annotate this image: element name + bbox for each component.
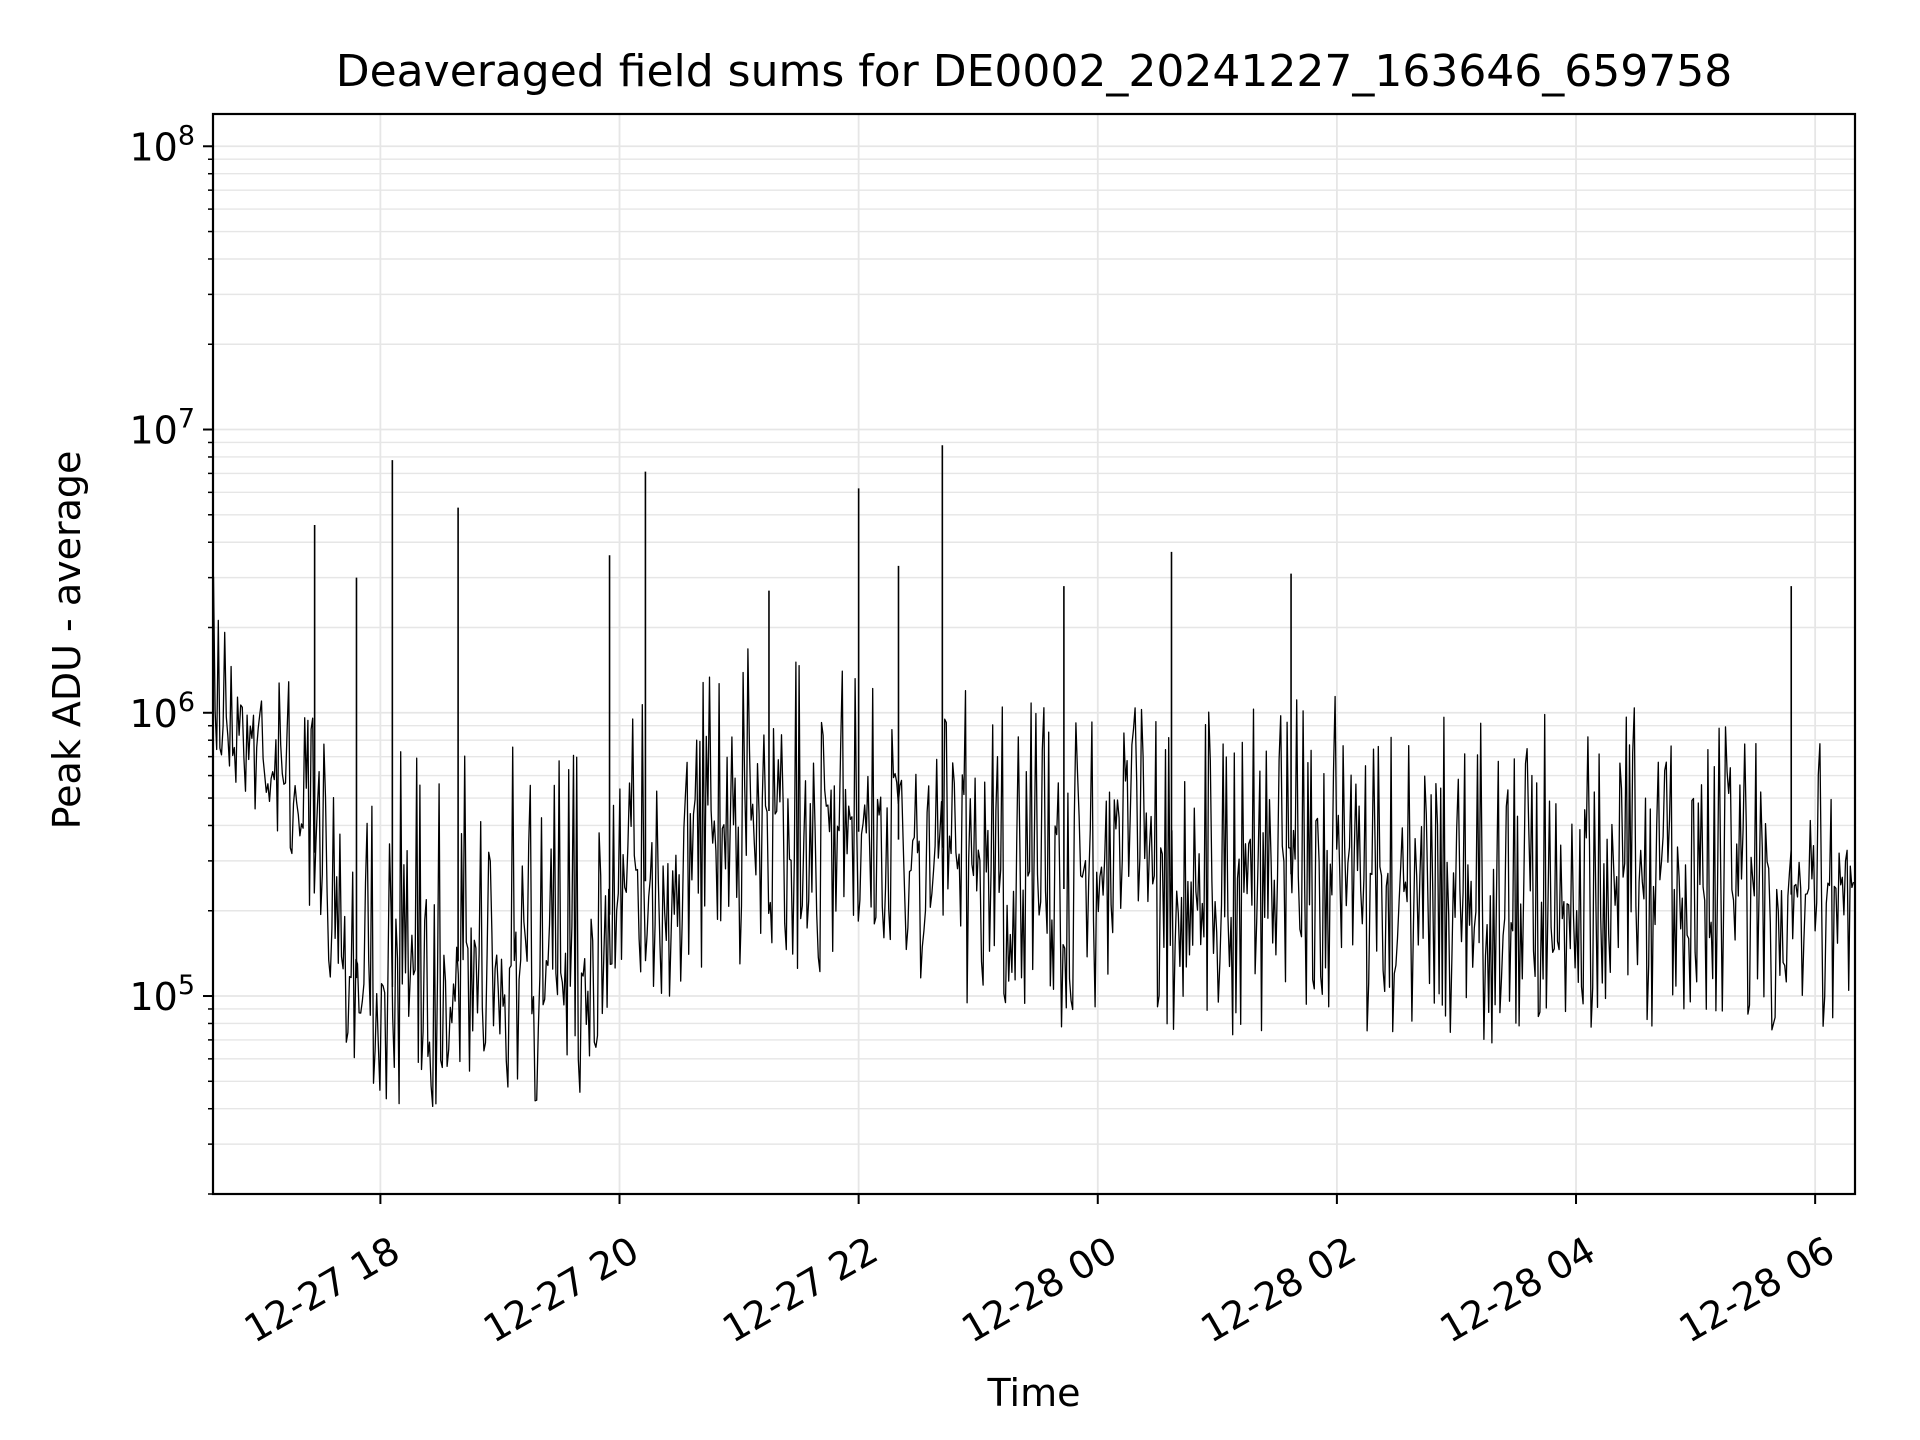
plot-frame — [211, 112, 1857, 1196]
series-line — [212, 576, 1855, 1108]
y-tick-label: 106 — [129, 687, 195, 736]
y-tick-label: 108 — [129, 120, 195, 169]
y-axis: 105 106 107 108 — [129, 120, 213, 1195]
y-axis-label: Peak ADU - average — [45, 451, 89, 830]
series — [212, 445, 1855, 1108]
chart-title: Deaveraged field sums for DE0002_2024122… — [336, 46, 1733, 97]
y-tick-label: 105 — [129, 970, 195, 1019]
y-tick-label: 107 — [129, 404, 195, 453]
x-axis-label: Time — [987, 1371, 1081, 1415]
